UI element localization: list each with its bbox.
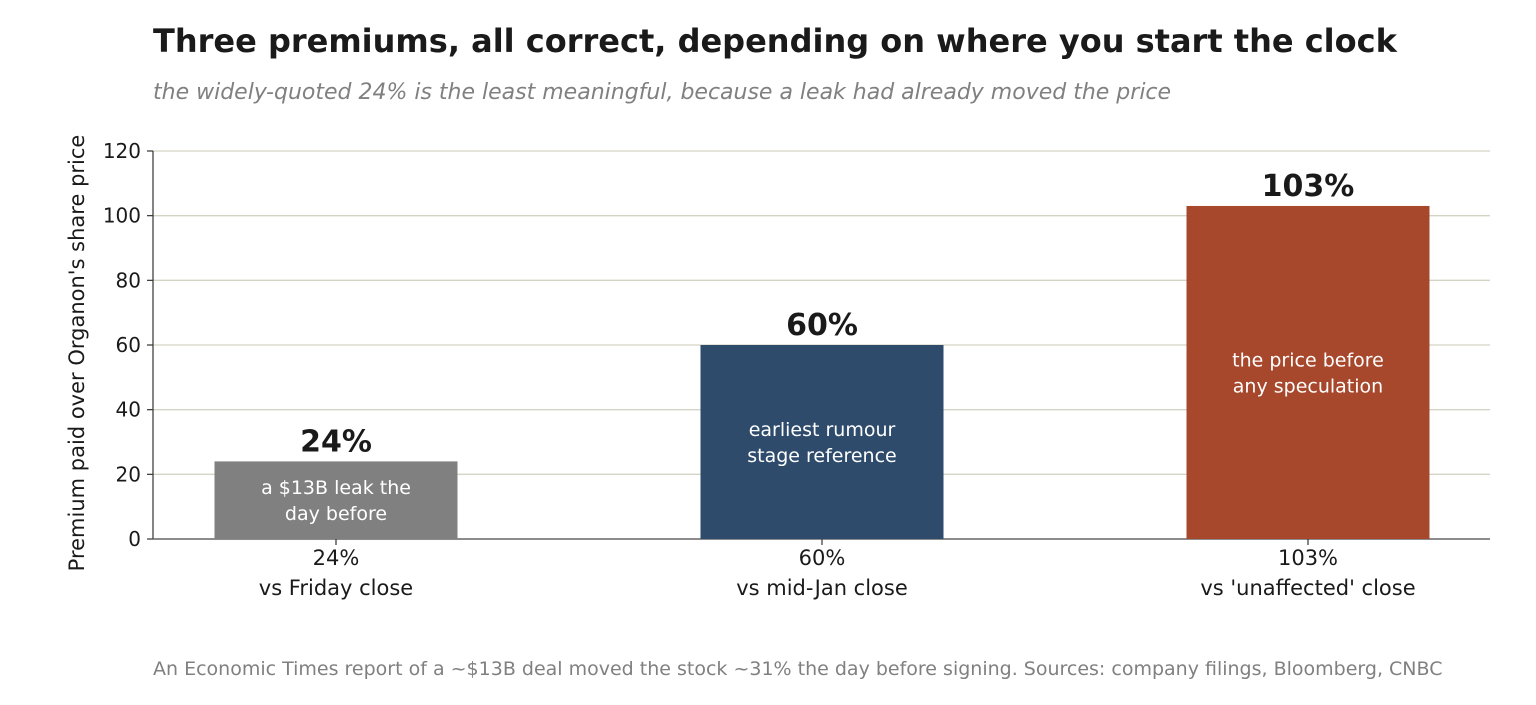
y-tick-label: 100: [103, 204, 141, 228]
y-tick-label: 0: [128, 527, 141, 551]
bar-annotation: any speculation: [1233, 375, 1383, 397]
x-tick-label: vs Friday close: [259, 576, 413, 600]
bar-value-label: 103%: [1262, 169, 1355, 204]
y-tick-label: 80: [116, 268, 141, 292]
bar: [700, 345, 944, 539]
bar-annotation: the price before: [1232, 349, 1384, 371]
x-tick-label: 24%: [313, 546, 360, 570]
bar-annotation: earliest rumour: [749, 419, 896, 441]
y-axis-label: Premium paid over Organon's share price: [65, 135, 89, 572]
y-tick-label: 20: [116, 462, 141, 486]
bar-annotation: stage reference: [747, 445, 897, 467]
bar-value-label: 60%: [786, 308, 858, 343]
chart-title: Three premiums, all correct, depending o…: [153, 22, 1397, 60]
chart-subtitle: the widely-quoted 24% is the least meani…: [153, 80, 1172, 105]
bar-annotation: day before: [285, 503, 387, 525]
y-tick-label: 60: [116, 333, 141, 357]
bar: [1186, 205, 1430, 539]
x-tick-label: 60%: [799, 546, 846, 570]
bar-value-label: 24%: [300, 424, 372, 459]
y-tick-label: 120: [103, 139, 141, 163]
x-tick-label: 103%: [1278, 546, 1338, 570]
x-tick-label: vs mid-Jan close: [736, 576, 908, 600]
chart-footnote: An Economic Times report of a ~$13B deal…: [153, 658, 1443, 680]
y-tick-label: 40: [116, 398, 141, 422]
bar-annotation: a $13B leak the: [261, 477, 411, 499]
bar: [214, 461, 458, 539]
x-tick-label: vs 'unaffected' close: [1200, 576, 1415, 600]
